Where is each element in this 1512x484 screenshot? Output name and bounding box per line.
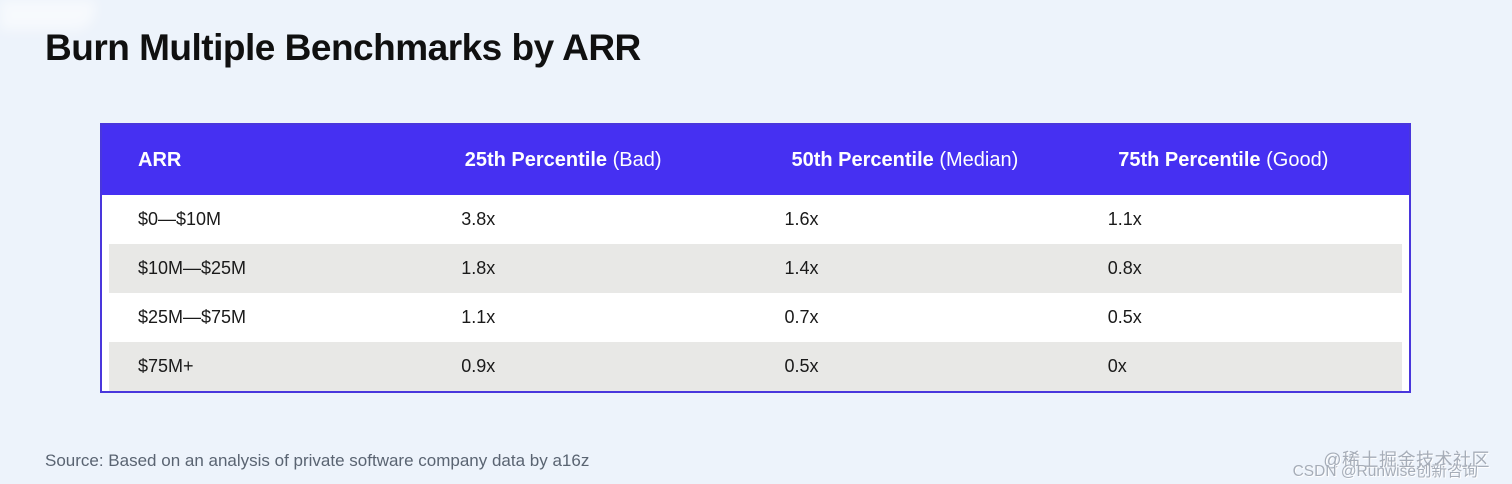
cell-arr-range: $0—$10M: [138, 209, 222, 229]
watermark-line-2: CSDN @Runwise创新咨询: [1292, 462, 1478, 480]
corner-smudge-artifact: [0, 0, 95, 30]
column-header-qualifier: (Median): [939, 148, 1019, 171]
watermark: @稀土掘金技术社区 CSDN @Runwise创新咨询: [1293, 451, 1490, 480]
table-row: $10M—$25M 1.8x 1.4x 0.8x: [102, 244, 1409, 293]
cell-50th-value: 0.5x: [784, 356, 819, 376]
column-header-75th-percentile: 75th Percentile (Good): [1082, 149, 1409, 172]
source-note: Source: Based on an analysis of private …: [45, 451, 590, 470]
watermark-line-1: @稀土掘金技术社区: [1323, 449, 1490, 470]
cell-75th-value: 0x: [1107, 356, 1127, 376]
column-header-50th-percentile: 50th Percentile (Median): [756, 149, 1083, 172]
burn-multiple-table: ARR 25th Percentile (Bad) 50th Percentil…: [100, 123, 1411, 393]
cell-arr-range: $10M—$25M: [138, 258, 247, 278]
column-header-qualifier: (Bad): [612, 148, 662, 171]
cell-50th-value: 0.7x: [784, 307, 819, 327]
page-title: Burn Multiple Benchmarks by ARR: [45, 27, 641, 68]
cell-arr-range: $75M+: [138, 356, 194, 376]
cell-50th-value: 1.6x: [784, 209, 819, 229]
column-header-label: ARR: [138, 148, 182, 171]
column-header-arr: ARR: [102, 149, 429, 172]
cell-75th-value: 1.1x: [1107, 209, 1142, 229]
cell-25th-value: 3.8x: [461, 209, 496, 229]
column-header-qualifier: (Good): [1266, 148, 1329, 171]
column-header-label: 75th Percentile: [1118, 148, 1261, 171]
cell-50th-value: 1.4x: [784, 258, 819, 278]
cell-75th-value: 0.8x: [1107, 258, 1142, 278]
cell-75th-value: 0.5x: [1107, 307, 1142, 327]
table-row: $75M+ 0.9x 0.5x 0x: [102, 342, 1409, 391]
table-row: $25M—$75M 1.1x 0.7x 0.5x: [102, 293, 1409, 342]
column-header-label: 25th Percentile: [464, 148, 608, 171]
cell-25th-value: 1.8x: [461, 258, 496, 278]
cell-arr-range: $25M—$75M: [138, 307, 247, 327]
cell-25th-value: 1.1x: [461, 307, 496, 327]
column-header-25th-percentile: 25th Percentile (Bad): [429, 149, 756, 172]
cell-25th-value: 0.9x: [461, 356, 496, 376]
column-header-label: 50th Percentile: [791, 148, 934, 171]
table-header-row: ARR 25th Percentile (Bad) 50th Percentil…: [100, 123, 1411, 195]
table-row: $0—$10M 3.8x 1.6x 1.1x: [102, 195, 1409, 244]
table-body: $0—$10M 3.8x 1.6x 1.1x $10M—$25M 1.8x 1.…: [100, 195, 1411, 393]
